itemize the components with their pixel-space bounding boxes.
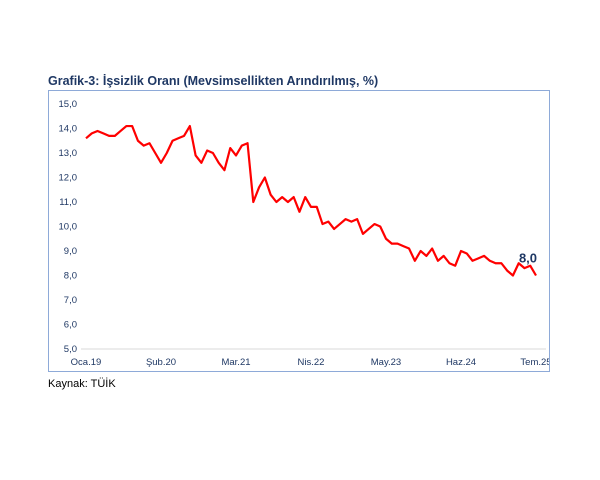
y-tick-label: 9,0 bbox=[64, 246, 77, 257]
y-tick-label: 6,0 bbox=[64, 320, 77, 331]
x-tick-label: Oca.19 bbox=[71, 357, 102, 368]
x-tick-label: Nis.22 bbox=[298, 357, 325, 368]
chart-title: Grafik-3: İşsizlik Oranı (Mevsimsellikte… bbox=[48, 74, 379, 88]
y-tick-label: 8,0 bbox=[64, 271, 77, 282]
y-tick-label: 5,0 bbox=[64, 344, 77, 355]
x-tick-label: Tem.25 bbox=[520, 357, 549, 368]
source-note: Kaynak: TÜİK bbox=[48, 378, 116, 390]
x-tick-label: Şub.20 bbox=[146, 357, 176, 368]
chart-frame: 5,0 6,0 7,0 8,0 9,0 10,0 11,0 12,0 13,0 14,0 15,0 O… bbox=[48, 90, 550, 372]
x-tick-label: May.23 bbox=[371, 357, 401, 368]
y-tick-label: 12,0 bbox=[59, 173, 78, 184]
line-chart: 5,0 6,0 7,0 8,0 9,0 10,0 11,0 12,0 13,0 14,0 15,0 O… bbox=[59, 99, 550, 368]
y-tick-label: 10,0 bbox=[59, 222, 78, 233]
series-line bbox=[85, 124, 537, 277]
x-tick-label: Mar.21 bbox=[221, 357, 250, 368]
y-tick-label: 15,0 bbox=[59, 99, 78, 110]
y-tick-label: 14,0 bbox=[59, 124, 78, 135]
y-tick-label: 13,0 bbox=[59, 148, 78, 159]
x-tick-label: Haz.24 bbox=[446, 357, 476, 368]
data-label: 8,0 bbox=[519, 251, 537, 266]
y-tick-label: 11,0 bbox=[59, 197, 77, 208]
y-tick-label: 7,0 bbox=[64, 295, 77, 306]
